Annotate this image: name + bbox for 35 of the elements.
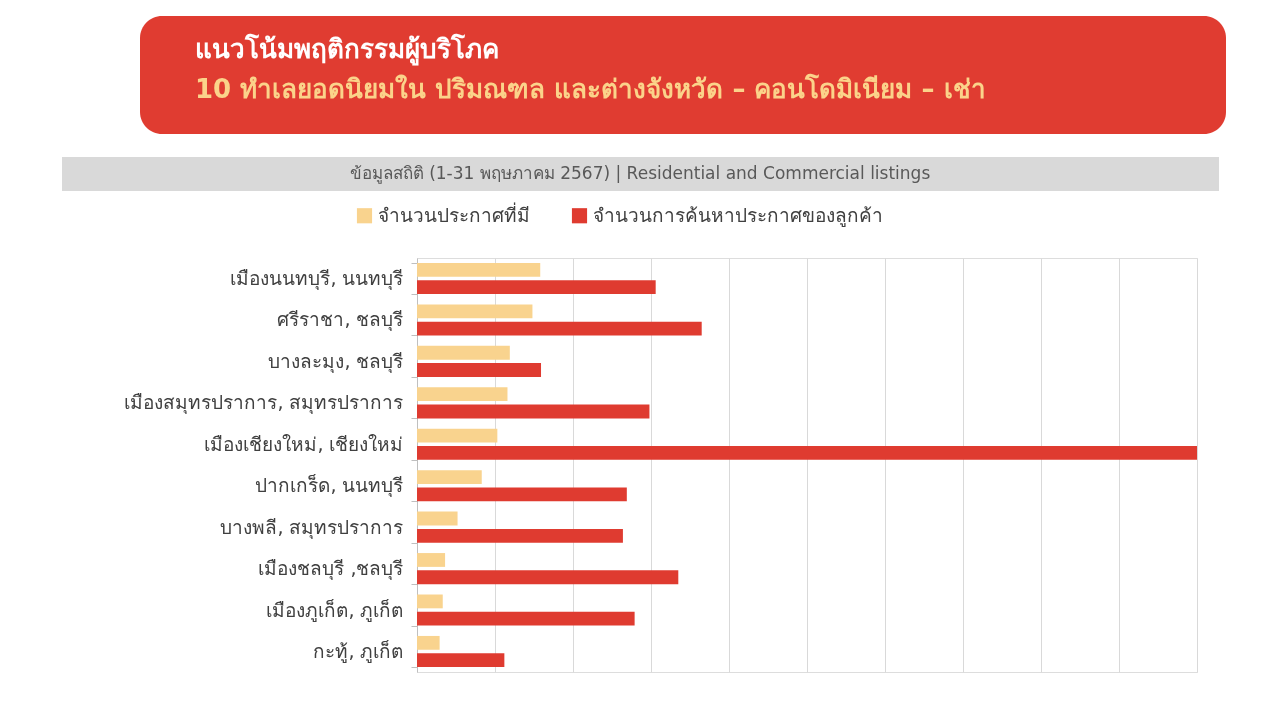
chart-title: แนวโน้มพฤติกรรมผู้บริโภค <box>195 33 499 66</box>
y-tick-label: บางละมุง, ชลบุรี <box>268 349 404 374</box>
bar <box>417 635 440 650</box>
bar <box>417 428 498 443</box>
bar <box>417 611 635 626</box>
text: ข้อมูลสถิติ (1-31 พฤษภาคม 2567) | Residential and Commercial listings <box>349 163 931 184</box>
y-tick-label: เมืองชลบุรี ,ชลบุรี <box>258 557 404 582</box>
bar <box>417 262 541 277</box>
y-tick-label: เมืองภูเก็ต, ภูเก็ต <box>266 597 404 622</box>
y-tick-label: บางพลี, สมุทรปราการ <box>220 515 404 540</box>
bar <box>417 387 508 402</box>
y-tick-label: เมืองสมุทรปราการ, สมุทรปราการ <box>124 391 404 416</box>
bar <box>417 304 533 319</box>
bar <box>417 345 510 360</box>
bar <box>417 404 650 419</box>
bar <box>417 570 679 585</box>
legend-label: จำนวนประกาศที่มี <box>378 201 530 226</box>
y-tick-label: เมืองเชียงใหม่, เชียงใหม่ <box>204 432 404 455</box>
legend-label: จำนวนการค้นหาประกาศของลูกค้า <box>593 203 883 227</box>
bar <box>417 446 1197 460</box>
bar <box>417 553 446 567</box>
bar <box>417 470 482 484</box>
bar <box>417 594 443 609</box>
y-tick-label: ศรีราชา, ชลบุรี <box>277 308 404 333</box>
bar <box>417 321 702 336</box>
y-tick-label: เมืองนนทบุรี, นนทบุรี <box>230 267 404 292</box>
y-tick-label: ปากเกร็ด, นนทบุรี <box>255 473 404 499</box>
bar <box>417 528 623 543</box>
y-tick-label: กะทู้, ภูเก็ต <box>313 638 404 663</box>
bar <box>417 653 505 668</box>
bar <box>417 363 542 377</box>
chart-subtitle: 10 ทำเลยอดนิยมใน ปริมณฑล และต่างจังหวัด – คอนโดมิเนียม – เช่า <box>195 73 986 104</box>
bar <box>417 511 458 526</box>
bar <box>417 487 627 502</box>
bar <box>417 280 656 295</box>
